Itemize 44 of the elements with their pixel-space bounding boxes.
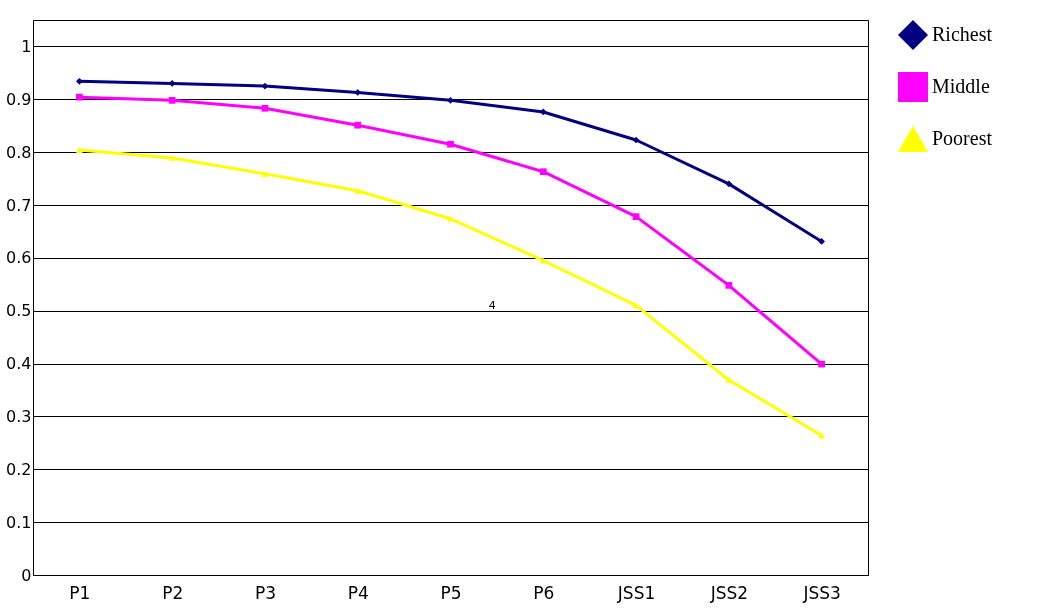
x-tick-label: P1: [69, 582, 91, 603]
legend-label: Poorest: [932, 127, 993, 149]
x-tick-label: P3: [254, 582, 276, 603]
y-tick-label: 0.7: [6, 195, 32, 215]
point: [632, 213, 640, 220]
point: [261, 170, 269, 177]
y-tick-label: 0.1: [6, 512, 32, 532]
y-tick-label: 0.4: [6, 354, 32, 374]
point: [725, 281, 733, 289]
point: [632, 136, 640, 144]
legend-label: Middle: [932, 75, 990, 97]
annotation: 4: [488, 298, 496, 312]
y-tick-label: 0.3: [6, 406, 32, 426]
point: [168, 155, 176, 161]
point: [539, 168, 547, 176]
x-tick-label: P6: [533, 582, 555, 603]
y-tick-label: 0.2: [6, 459, 32, 479]
legend-label: Richest: [932, 23, 993, 45]
point: [354, 89, 362, 96]
y-tick-label: 0.5: [6, 301, 32, 321]
x-tick-label: P2: [162, 582, 184, 603]
point: [76, 77, 83, 85]
point: [447, 215, 454, 222]
point: [261, 104, 269, 112]
point: [818, 238, 825, 245]
x-tick-label: JSS3: [802, 582, 841, 603]
y-tick-label: 0.9: [6, 89, 32, 109]
x-tick-label: P4: [347, 582, 369, 603]
point: [725, 180, 733, 188]
x-tick-label: JSS2: [709, 582, 749, 603]
point: [447, 96, 454, 104]
point: [76, 93, 83, 101]
y-tick-label: 0: [21, 565, 32, 585]
y-tick-label: 1: [21, 36, 32, 56]
x-tick-label: P5: [440, 582, 462, 603]
x-tick-label: JSS1: [616, 582, 656, 603]
y-tick-label: 0.8: [6, 142, 32, 162]
point: [354, 187, 362, 194]
point: [447, 140, 454, 148]
point: [168, 96, 176, 104]
point: [818, 360, 825, 368]
point: [354, 121, 362, 129]
y-tick-label: 0.6: [6, 248, 32, 268]
point: [76, 147, 83, 153]
